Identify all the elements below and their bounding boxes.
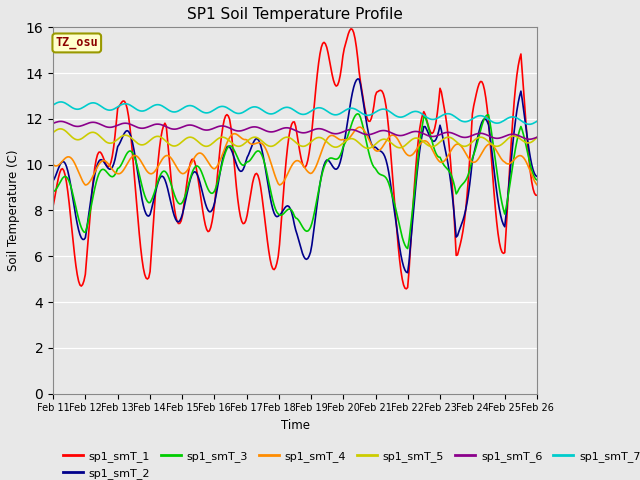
sp1_smT_1 [509,116,516,122]
sp1_smT_1 [218,133,225,139]
sp1_smT_3 [354,111,362,117]
sp1_smT_2 [218,162,225,168]
sp1_smT_5 [57,126,65,132]
sp1_smT_5 [365,145,372,151]
Line: sp1_smT_6: sp1_smT_6 [53,121,537,139]
sp1_smT_5 [49,130,57,135]
Y-axis label: Soil Temperature (C): Soil Temperature (C) [7,150,20,271]
Line: sp1_smT_2: sp1_smT_2 [53,79,537,273]
sp1_smT_6 [211,125,219,131]
sp1_smT_4 [49,162,57,168]
sp1_smT_5 [211,138,219,144]
sp1_smT_2 [404,270,412,276]
sp1_smT_7 [525,121,533,127]
sp1_smT_7 [262,109,270,115]
sp1_smT_2 [193,172,201,178]
sp1_smT_4 [509,158,516,164]
sp1_smT_1 [193,171,201,177]
sp1_smT_3 [49,189,57,194]
Legend: sp1_smT_1, sp1_smT_2, sp1_smT_3, sp1_smT_4, sp1_smT_5, sp1_smT_6, sp1_smT_7: sp1_smT_1, sp1_smT_2, sp1_smT_3, sp1_smT… [58,447,640,480]
sp1_smT_2 [261,161,269,167]
Line: sp1_smT_3: sp1_smT_3 [53,114,537,249]
sp1_smT_6 [219,123,227,129]
Line: sp1_smT_1: sp1_smT_1 [53,29,537,289]
sp1_smT_3 [210,190,218,195]
sp1_smT_3 [261,161,269,167]
sp1_smT_6 [49,120,57,126]
sp1_smT_3 [193,163,201,169]
sp1_smT_7 [195,107,202,112]
sp1_smT_7 [211,107,219,112]
sp1_smT_5 [110,139,118,145]
sp1_smT_4 [110,168,118,174]
Line: sp1_smT_7: sp1_smT_7 [53,102,537,124]
sp1_smT_1 [347,26,355,32]
sp1_smT_4 [355,124,363,130]
sp1_smT_1 [49,204,57,210]
sp1_smT_6 [195,125,202,131]
sp1_smT_4 [533,182,541,188]
sp1_smT_7 [49,102,57,108]
sp1_smT_4 [262,146,270,152]
sp1_smT_1 [108,153,116,159]
sp1_smT_6 [110,124,118,130]
sp1_smT_5 [533,134,541,140]
sp1_smT_7 [57,99,65,105]
X-axis label: Time: Time [280,419,310,432]
sp1_smT_3 [404,246,412,252]
sp1_smT_5 [509,133,516,139]
sp1_smT_6 [525,136,533,142]
sp1_smT_4 [81,182,89,188]
sp1_smT_1 [261,216,269,221]
Title: SP1 Soil Temperature Profile: SP1 Soil Temperature Profile [187,7,403,22]
sp1_smT_5 [195,139,202,145]
sp1_smT_3 [108,174,116,180]
sp1_smT_7 [110,106,118,112]
sp1_smT_3 [218,163,225,169]
sp1_smT_6 [262,128,270,134]
sp1_smT_7 [508,114,515,120]
sp1_smT_1 [210,210,218,216]
sp1_smT_2 [354,76,362,82]
sp1_smT_7 [533,118,541,124]
sp1_smT_6 [508,132,515,137]
Line: sp1_smT_5: sp1_smT_5 [53,129,537,148]
sp1_smT_4 [219,151,227,156]
sp1_smT_2 [509,141,516,146]
sp1_smT_3 [533,177,541,183]
sp1_smT_2 [49,178,57,184]
sp1_smT_2 [210,204,218,210]
sp1_smT_6 [533,134,541,140]
sp1_smT_3 [509,162,516,168]
sp1_smT_2 [108,165,116,170]
sp1_smT_2 [533,174,541,180]
Text: TZ_osu: TZ_osu [56,36,98,49]
sp1_smT_5 [219,134,227,140]
sp1_smT_1 [533,192,541,198]
sp1_smT_4 [195,150,202,156]
sp1_smT_7 [219,104,227,109]
sp1_smT_4 [211,166,219,172]
sp1_smT_5 [262,142,270,147]
sp1_smT_6 [57,119,65,124]
Line: sp1_smT_4: sp1_smT_4 [53,127,537,185]
sp1_smT_1 [403,286,410,292]
